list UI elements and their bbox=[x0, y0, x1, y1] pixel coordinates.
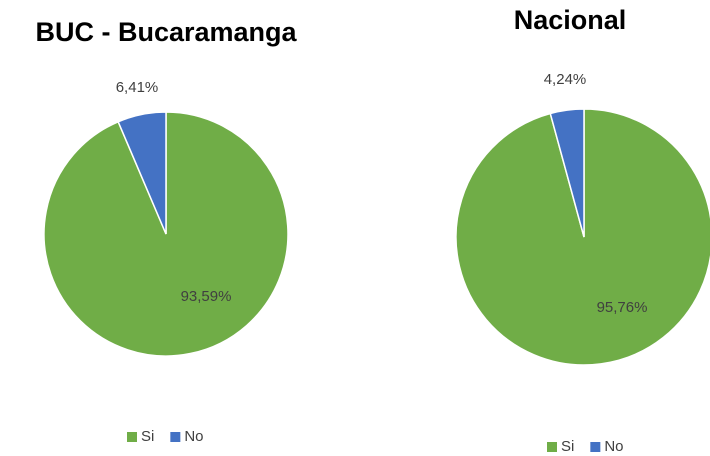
legend-swatch bbox=[590, 442, 601, 452]
data-label: 93,59% bbox=[181, 288, 232, 305]
legend-label: Si bbox=[141, 428, 154, 445]
legend-label: No bbox=[604, 438, 623, 455]
legend-label: No bbox=[184, 428, 203, 445]
chart-title: Nacional bbox=[514, 5, 627, 35]
legend-swatch bbox=[127, 432, 137, 442]
pie-slice bbox=[455, 108, 710, 366]
pie-slice bbox=[549, 108, 585, 238]
data-label: 6,41% bbox=[116, 79, 159, 96]
data-label: 95,76% bbox=[597, 299, 648, 316]
legend-label: Si bbox=[561, 438, 574, 455]
data-label: 4,24% bbox=[544, 71, 587, 88]
pie-slice bbox=[117, 111, 167, 235]
legend-swatch bbox=[547, 442, 557, 452]
chart-title: BUC - Bucaramanga bbox=[35, 17, 297, 47]
legend-swatch bbox=[170, 432, 181, 442]
